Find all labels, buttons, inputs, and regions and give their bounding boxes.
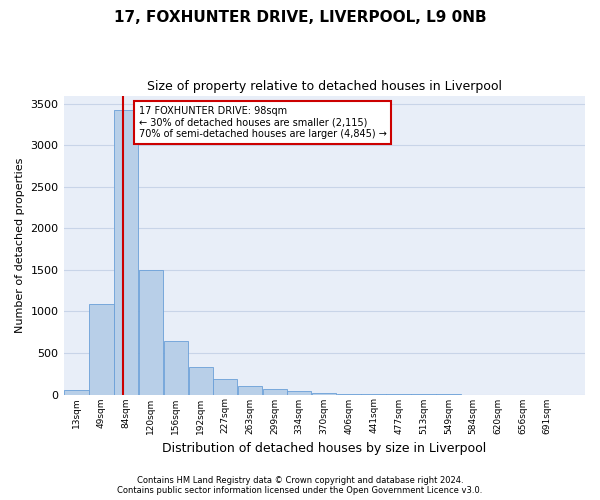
Bar: [164, 342, 188, 394]
Bar: [188, 367, 213, 394]
Bar: [139, 270, 163, 394]
Bar: [89, 304, 113, 394]
Bar: [64, 390, 89, 394]
Bar: [312, 393, 337, 394]
Bar: [287, 391, 311, 394]
Title: Size of property relative to detached houses in Liverpool: Size of property relative to detached ho…: [147, 80, 502, 93]
X-axis label: Distribution of detached houses by size in Liverpool: Distribution of detached houses by size …: [163, 442, 487, 455]
Bar: [113, 110, 138, 395]
Bar: [263, 389, 287, 394]
Bar: [213, 378, 237, 394]
Text: 17, FOXHUNTER DRIVE, LIVERPOOL, L9 0NB: 17, FOXHUNTER DRIVE, LIVERPOOL, L9 0NB: [113, 10, 487, 25]
Text: 17 FOXHUNTER DRIVE: 98sqm
← 30% of detached houses are smaller (2,115)
70% of se: 17 FOXHUNTER DRIVE: 98sqm ← 30% of detac…: [139, 106, 386, 138]
Y-axis label: Number of detached properties: Number of detached properties: [15, 158, 25, 332]
Text: Contains HM Land Registry data © Crown copyright and database right 2024.
Contai: Contains HM Land Registry data © Crown c…: [118, 476, 482, 495]
Bar: [238, 386, 262, 394]
